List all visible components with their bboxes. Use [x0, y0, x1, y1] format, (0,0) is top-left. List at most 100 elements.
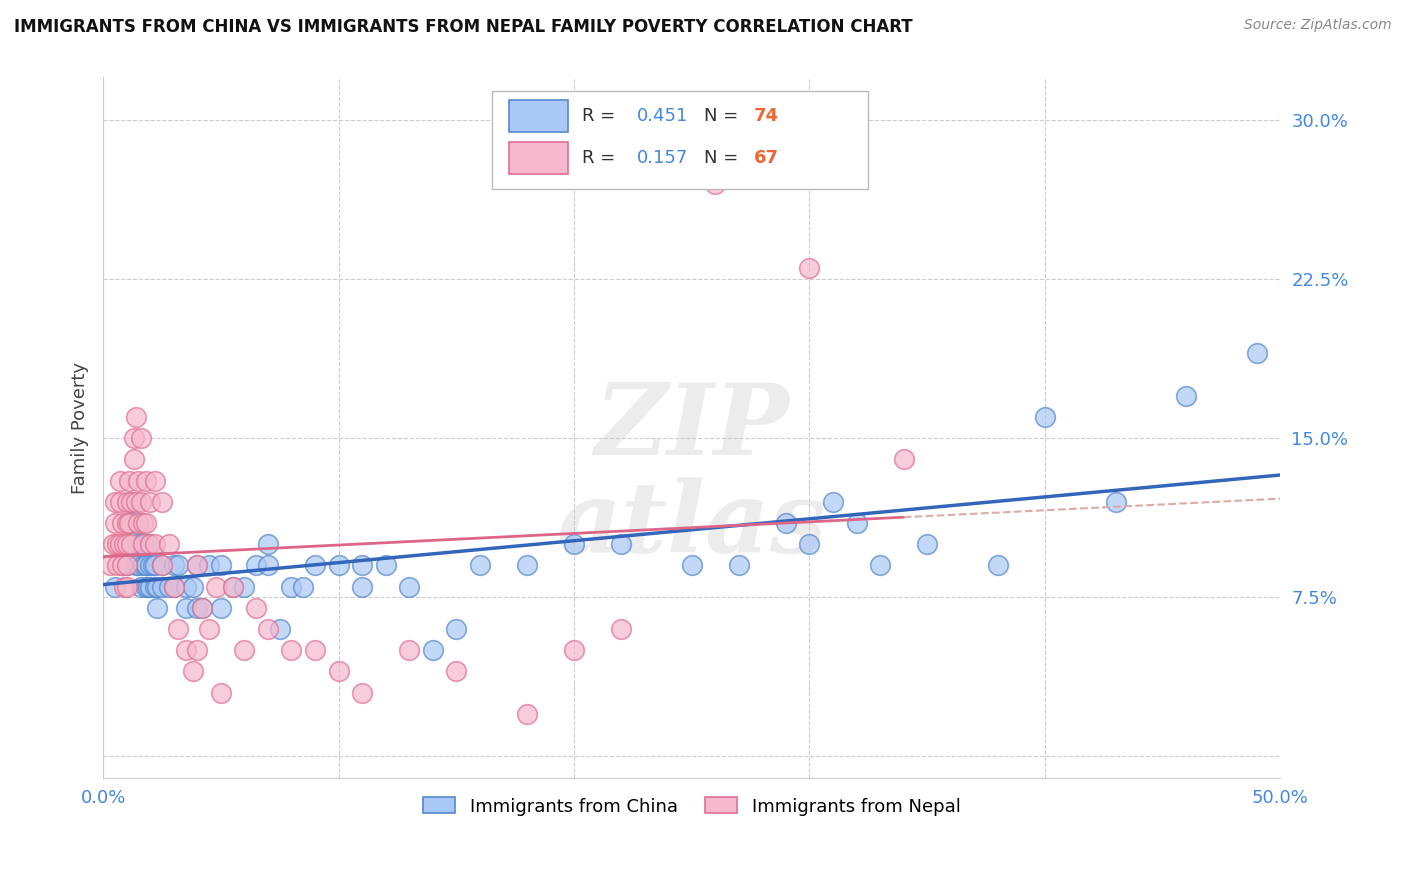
Point [1033, 409, 1056, 424]
Point [132, 537, 155, 551]
Point [143, 537, 166, 551]
Point [446, 665, 468, 679]
Y-axis label: Family Poverty: Family Poverty [72, 361, 89, 493]
Point [118, 516, 141, 530]
Point [111, 516, 134, 530]
Point [132, 537, 155, 551]
Point [681, 558, 703, 573]
Point [142, 558, 165, 573]
Point [292, 580, 315, 594]
Point [112, 537, 135, 551]
Point [132, 558, 155, 573]
Point [139, 558, 162, 573]
Point [125, 495, 148, 509]
Point [174, 600, 197, 615]
Point [181, 580, 204, 594]
Point [163, 580, 186, 594]
Point [108, 474, 131, 488]
Point [186, 643, 208, 657]
Point [115, 516, 138, 530]
Point [304, 643, 326, 657]
Point [122, 431, 145, 445]
Point [134, 516, 156, 530]
Point [1175, 389, 1198, 403]
Point [163, 580, 186, 594]
Point [105, 537, 128, 551]
Point [125, 537, 148, 551]
Point [257, 537, 280, 551]
Point [104, 495, 127, 509]
Point [120, 495, 142, 509]
Text: 67: 67 [754, 149, 779, 167]
Point [115, 580, 138, 594]
Point [115, 558, 138, 573]
Point [245, 558, 267, 573]
Point [111, 558, 134, 573]
Point [468, 558, 491, 573]
Point [146, 580, 169, 594]
Point [1246, 346, 1268, 360]
Text: 74: 74 [754, 107, 779, 125]
Point [125, 409, 148, 424]
Point [257, 622, 280, 636]
Point [205, 580, 228, 594]
Point [821, 495, 844, 509]
Point [139, 537, 162, 551]
Point [134, 558, 156, 573]
Point [610, 622, 633, 636]
Legend: Immigrants from China, Immigrants from Nepal: Immigrants from China, Immigrants from N… [413, 789, 970, 824]
Point [610, 537, 633, 551]
Point [209, 558, 232, 573]
Point [1104, 495, 1126, 509]
Point [157, 580, 180, 594]
Point [122, 452, 145, 467]
Point [233, 580, 256, 594]
Point [120, 537, 142, 551]
Point [221, 580, 243, 594]
Point [269, 622, 291, 636]
Point [129, 537, 152, 551]
Point [127, 558, 149, 573]
Point [146, 600, 169, 615]
Point [98, 558, 121, 573]
Point [150, 558, 173, 573]
Point [799, 261, 821, 276]
Point [257, 558, 280, 573]
Point [186, 558, 208, 573]
Point [167, 558, 190, 573]
Point [280, 643, 302, 657]
Point [150, 558, 173, 573]
Point [352, 558, 374, 573]
Point [845, 516, 868, 530]
Point [704, 177, 727, 191]
FancyBboxPatch shape [492, 92, 869, 189]
Point [104, 580, 127, 594]
Point [245, 600, 267, 615]
Point [374, 558, 396, 573]
Text: R =: R = [582, 107, 621, 125]
Text: N =: N = [703, 149, 744, 167]
Point [516, 706, 538, 721]
Point [129, 495, 152, 509]
Text: 0.451: 0.451 [637, 107, 688, 125]
Point [139, 580, 162, 594]
Point [174, 643, 197, 657]
Point [115, 495, 138, 509]
FancyBboxPatch shape [509, 100, 568, 132]
Point [127, 474, 149, 488]
Point [167, 622, 190, 636]
Point [191, 600, 214, 615]
Point [198, 622, 221, 636]
Point [112, 580, 135, 594]
Point [136, 537, 159, 551]
Point [134, 474, 156, 488]
Point [304, 558, 326, 573]
Point [280, 580, 302, 594]
Point [198, 558, 221, 573]
Point [129, 431, 152, 445]
Point [127, 516, 149, 530]
Point [422, 643, 444, 657]
Point [163, 558, 186, 573]
Point [108, 495, 131, 509]
Point [101, 537, 124, 551]
